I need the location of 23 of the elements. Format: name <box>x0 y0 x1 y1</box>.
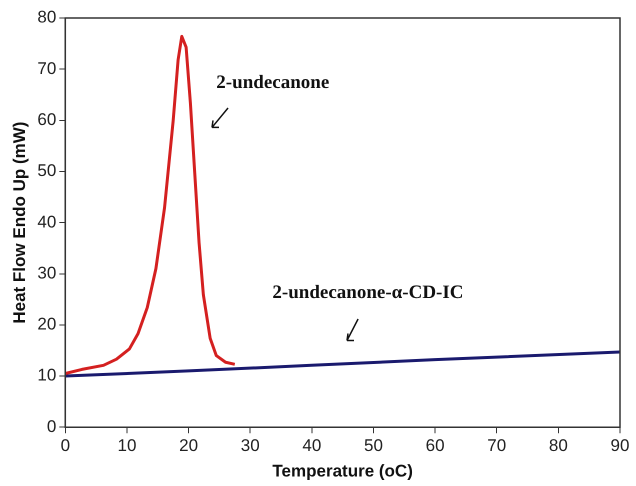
y-tick-label: 60 <box>37 110 56 129</box>
x-tick-label: 0 <box>60 436 70 456</box>
x-tick-label: 20 <box>179 436 198 456</box>
y-tick-label: 70 <box>37 58 56 78</box>
y-tick-label: 40 <box>37 212 56 232</box>
x-tick-label: 40 <box>302 436 322 456</box>
y-tick-label: 20 <box>37 314 56 334</box>
series-label: 2-undecanone <box>216 72 330 93</box>
x-tick-label: 80 <box>548 436 568 456</box>
y-tick-label: 10 <box>37 366 56 385</box>
x-tick-label: 70 <box>487 436 506 456</box>
y-tick-label: 30 <box>37 263 56 282</box>
x-tick-label: 60 <box>426 436 445 456</box>
y-tick-label: 50 <box>37 161 56 180</box>
y-tick-label: 0 <box>46 416 56 436</box>
x-tick-label: 30 <box>240 436 260 456</box>
x-axis-title: Temperature (oC) <box>272 461 413 480</box>
x-tick-label: 50 <box>364 436 383 456</box>
x-tick-label: 10 <box>117 436 136 456</box>
text: 2-undecanone-α-CD-IC <box>272 282 464 304</box>
y-tick-label: 80 <box>37 8 56 27</box>
x-tick-label: 90 <box>610 436 630 456</box>
y-axis-title: Heat Flow Endo Up (mW) <box>10 122 29 324</box>
